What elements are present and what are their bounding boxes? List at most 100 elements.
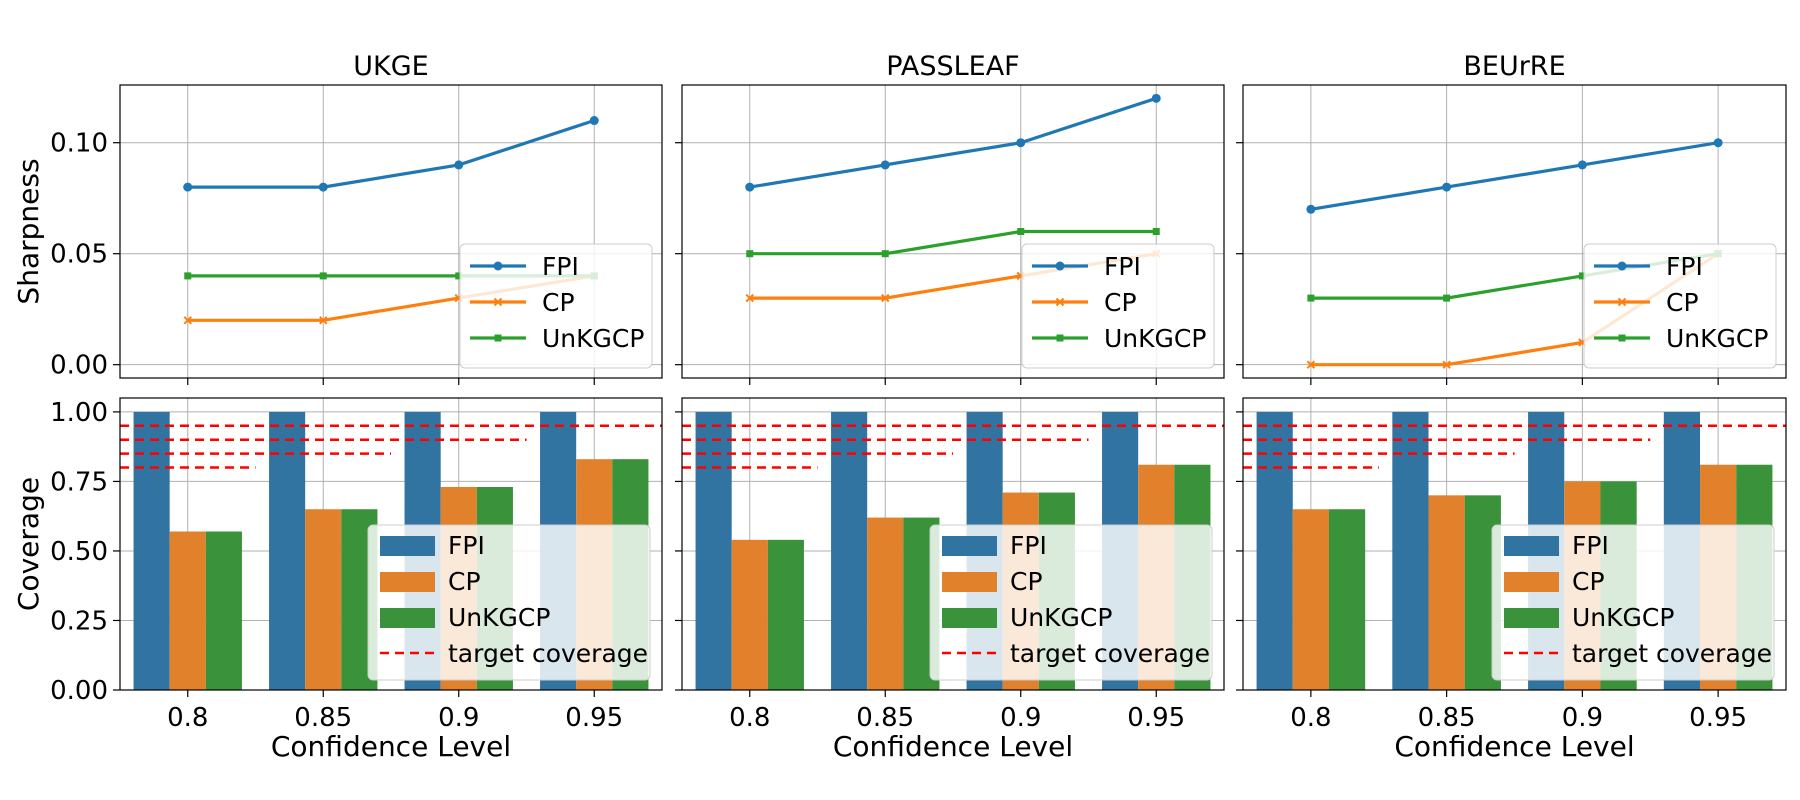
bar-unkgcp bbox=[1328, 509, 1366, 690]
series-line-fpi bbox=[187, 118, 595, 189]
data-point-unkgcp bbox=[1017, 228, 1025, 235]
legend-marker bbox=[1618, 334, 1626, 342]
legend-swatch-fpi bbox=[942, 536, 997, 556]
data-point-cp bbox=[319, 316, 328, 325]
bar-fpi bbox=[831, 411, 868, 690]
data-point-fpi bbox=[183, 182, 193, 192]
legend: FPI CP UnKGCP bbox=[1021, 243, 1215, 369]
legend-swatch-fpi bbox=[1504, 536, 1559, 556]
axes-frame bbox=[119, 84, 663, 379]
x-axis-label: Confidence Level bbox=[271, 730, 511, 763]
y-tick-label: 0.25 bbox=[50, 606, 108, 636]
legend-marker bbox=[494, 334, 502, 342]
legend-label-cp: CP bbox=[1010, 567, 1043, 596]
x-tick-label: 0.85 bbox=[294, 703, 352, 733]
legend-swatch-unkgcp bbox=[942, 608, 997, 628]
panel-title: UKGE bbox=[353, 51, 428, 82]
data-point-unkgcp bbox=[184, 272, 192, 280]
legend-marker bbox=[493, 297, 503, 307]
legend-swatch-cp bbox=[1504, 572, 1559, 592]
legend-swatch-cp bbox=[380, 572, 435, 592]
panel-ukge-coverage: 0.00 0.25 0.50 0.75 1.00 0.8 0.85 0.9 0.95 FPI CP U… bbox=[12, 397, 663, 763]
legend: FPI CP UnKGCP target coverage bbox=[929, 524, 1213, 681]
legend-label-cp: CP bbox=[1104, 288, 1137, 317]
bar-cp bbox=[867, 517, 904, 690]
panel-ukge-sharpness: UKGE 0.00 0.05 0.10 FPI CP UnKGCP Sharpness bbox=[12, 51, 663, 385]
bar-fpi bbox=[695, 411, 732, 690]
legend: FPI CP UnKGCP target coverage bbox=[1491, 524, 1775, 681]
y-tick-label: 0.10 bbox=[50, 129, 108, 159]
bar-fpi bbox=[1256, 411, 1293, 690]
legend-label-cp: CP bbox=[542, 288, 575, 317]
axes-frame bbox=[681, 84, 1225, 379]
legend-swatch-unkgcp bbox=[380, 608, 435, 628]
bar-unkgcp bbox=[205, 531, 242, 690]
legend-swatch-fpi bbox=[380, 536, 435, 556]
data-point-fpi bbox=[454, 160, 464, 170]
legend-label-target-coverage: target coverage bbox=[1572, 639, 1772, 668]
bar-fpi bbox=[269, 411, 306, 690]
legend-label-unkgcp: UnKGCP bbox=[1572, 603, 1674, 632]
legend-label-target-coverage: target coverage bbox=[448, 639, 648, 668]
y-tick-label: 1.00 bbox=[50, 398, 108, 428]
x-tick-label: 0.9 bbox=[438, 703, 479, 733]
legend-label-fpi: FPI bbox=[1104, 252, 1141, 281]
data-point-unkgcp bbox=[746, 250, 754, 258]
legend-marker bbox=[1617, 297, 1627, 307]
legend-box bbox=[929, 524, 1213, 681]
bar-cp bbox=[731, 539, 768, 690]
x-tick-label: 0.95 bbox=[565, 703, 623, 733]
x-axis-label: Confidence Level bbox=[1394, 730, 1634, 763]
legend-label-cp: CP bbox=[448, 567, 481, 596]
data-point-fpi bbox=[589, 116, 599, 126]
data-point-fpi bbox=[880, 160, 890, 170]
series-line-unkgcp bbox=[749, 229, 1157, 256]
y-tick-label: 0.50 bbox=[50, 537, 108, 567]
axes-frame bbox=[681, 397, 1225, 691]
x-tick-label: 0.85 bbox=[856, 703, 914, 733]
legend-label-unkgcp: UnKGCP bbox=[1666, 324, 1768, 353]
data-point-fpi bbox=[1016, 138, 1026, 148]
panel-title: PASSLEAF bbox=[886, 51, 1019, 82]
bar-unkgcp bbox=[767, 539, 804, 690]
data-point-unkgcp bbox=[1443, 294, 1451, 302]
data-point-cp bbox=[183, 316, 192, 325]
legend-marker bbox=[493, 261, 503, 271]
panel-beurre-sharpness: BEUrRE FPI CP UnKGCP bbox=[1236, 51, 1787, 385]
legend-label-fpi: FPI bbox=[448, 531, 485, 560]
data-point-unkgcp bbox=[319, 272, 327, 280]
x-tick-label: 0.9 bbox=[1562, 703, 1603, 733]
data-point-fpi bbox=[1442, 182, 1452, 192]
data-point-unkgcp bbox=[1152, 228, 1160, 235]
legend-marker bbox=[1056, 334, 1064, 342]
panel-passleaf-sharpness: PASSLEAF FPI CP UnKGCP bbox=[675, 51, 1225, 385]
panel-beurre-coverage: 0.8 0.85 0.9 0.95 FPI CP UnKGCP target coverage… bbox=[1236, 397, 1787, 763]
bar-cp bbox=[1292, 509, 1329, 690]
x-tick-label: 0.85 bbox=[1418, 703, 1476, 733]
data-point-cp bbox=[1306, 360, 1316, 369]
data-point-unkgcp bbox=[881, 250, 889, 258]
legend: FPI CP UnKGCP target coverage bbox=[367, 524, 651, 681]
series-line-fpi bbox=[749, 96, 1157, 189]
legend-swatch-cp bbox=[942, 572, 997, 592]
series-line-fpi bbox=[1310, 141, 1719, 211]
legend-label-target-coverage: target coverage bbox=[1010, 639, 1210, 668]
legend-swatch-unkgcp bbox=[1504, 608, 1559, 628]
bar-fpi bbox=[1392, 411, 1429, 690]
data-point-unkgcp bbox=[455, 272, 463, 280]
data-point-cp bbox=[745, 293, 754, 303]
data-point-cp bbox=[881, 293, 890, 303]
legend-label-cp: CP bbox=[1666, 288, 1699, 317]
y-tick-label: 0.00 bbox=[50, 676, 108, 706]
data-point-cp bbox=[1442, 360, 1451, 369]
y-tick-label: 0.00 bbox=[50, 351, 108, 381]
bar-fpi bbox=[133, 411, 170, 690]
panel-passleaf-coverage: 0.8 0.85 0.9 0.95 FPI CP UnKGCP target coverage… bbox=[675, 397, 1225, 763]
y-tick-label: 0.75 bbox=[50, 467, 108, 497]
data-point-fpi bbox=[1306, 204, 1316, 214]
data-point-fpi bbox=[1713, 138, 1723, 148]
bar-cp bbox=[1428, 495, 1465, 690]
bar-cp bbox=[169, 531, 206, 690]
data-point-unkgcp bbox=[1307, 294, 1315, 302]
data-point-fpi bbox=[745, 182, 755, 192]
